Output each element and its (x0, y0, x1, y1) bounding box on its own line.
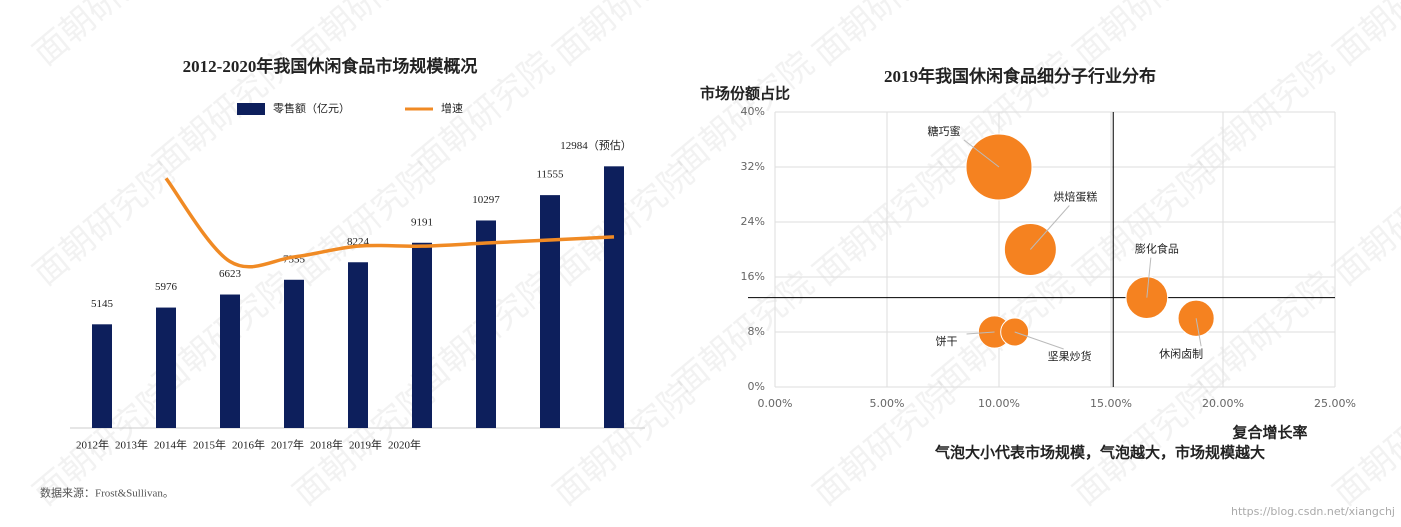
bar (540, 195, 560, 428)
x-tick-label: 2015年 (193, 438, 226, 452)
watermark: 面朝研究院 (806, 0, 962, 74)
watermark: 面朝研究院 (1186, 264, 1342, 404)
bubble-label: 糖巧蜜 (928, 124, 961, 138)
watermark: 面朝研究院 (26, 0, 182, 74)
watermark: 面朝研究院 (546, 0, 702, 74)
bubble-label: 烘焙蛋糕 (1053, 190, 1097, 204)
value-label: 9191 (411, 216, 433, 228)
leader-line (1146, 257, 1152, 298)
x-tick-label: 2014年 (154, 438, 187, 452)
x-axis-label: 复合增长率 (1231, 424, 1307, 442)
leader-line (1014, 331, 1064, 350)
value-label: 6623 (219, 268, 242, 280)
bar (92, 324, 112, 428)
bubble-label: 饼干 (936, 334, 958, 348)
bubble-label: 坚果炒货 (1048, 349, 1092, 363)
y-tick-label: 8% (748, 325, 765, 338)
bubble-label: 休闲卤制 (1159, 346, 1203, 360)
x-tick-label: 0.00% (758, 397, 793, 410)
chart-title: 2012-2020年我国休闲食品市场规模概况 (183, 56, 478, 76)
y-axis-label: 市场份额占比 (700, 85, 790, 103)
x-tick-label: 2012年 (76, 438, 109, 452)
chart-title: 2019年我国休闲食品细分子行业分布 (884, 66, 1156, 86)
x-tick-label: 20.00% (1202, 397, 1244, 410)
x-tick-label: 2019年 (349, 438, 382, 452)
x-tick-label: 2013年 (115, 438, 148, 452)
x-tick-label: 10.00% (978, 397, 1020, 410)
watermark: 面朝研究院 (1066, 0, 1222, 74)
x-tick-label: 25.00% (1314, 397, 1356, 410)
x-tick-label: 2020年 (388, 438, 421, 452)
watermark: 面朝研究院 (1186, 44, 1342, 184)
bubble-label: 膨化食品 (1135, 242, 1179, 256)
bar (156, 307, 176, 428)
watermark: 面朝研究院 (1326, 0, 1401, 74)
watermark: 面朝研究院 (666, 264, 822, 404)
leader-line (963, 139, 1000, 168)
legend-label: 零售额（亿元） (273, 101, 350, 115)
legend-label: 增速 (441, 101, 463, 115)
leader-line (1029, 205, 1070, 250)
y-tick-label: 16% (741, 270, 765, 283)
line (164, 177, 615, 269)
bar (284, 279, 304, 428)
value-label: 5976 (155, 281, 178, 293)
watermark: 面朝研究院 (806, 154, 962, 294)
bar (348, 262, 368, 428)
y-tick-label: 32% (741, 160, 765, 173)
x-tick-label: 2017年 (271, 438, 304, 452)
leader-line (1195, 318, 1202, 347)
y-tick-label: 24% (741, 215, 765, 228)
bubble (1000, 317, 1030, 347)
bar (220, 294, 240, 428)
url-watermark: https://blog.csdn.net/xiangchj (1231, 505, 1395, 518)
watermark: 面朝研究院 (1326, 374, 1401, 514)
value-label: 12984（预估） (560, 139, 632, 152)
x-tick-label: 15.00% (1090, 397, 1132, 410)
bar (604, 166, 624, 429)
chart-note: 气泡大小代表市场规模，气泡越大，市场规模越大 (934, 444, 1265, 462)
source-note: 数据来源：Frost&Sullivan。 (40, 486, 174, 500)
leader-line (966, 331, 995, 335)
bar (412, 242, 432, 428)
x-tick-label: 5.00% (870, 397, 905, 410)
x-tick-label: 2016年 (232, 438, 265, 452)
value-label: 10297 (472, 194, 500, 206)
value-label: 11555 (536, 169, 564, 181)
x-tick-label: 2018年 (310, 438, 343, 452)
value-label: 5145 (91, 298, 114, 310)
y-tick-label: 0% (748, 380, 765, 393)
legend-swatch (237, 103, 265, 115)
watermark: 面朝研究院 (1326, 154, 1401, 294)
watermark: 面朝研究院 (26, 154, 182, 294)
y-tick-label: 40% (741, 105, 765, 118)
watermark: 面朝研究院 (1066, 154, 1222, 294)
bar (476, 220, 496, 428)
